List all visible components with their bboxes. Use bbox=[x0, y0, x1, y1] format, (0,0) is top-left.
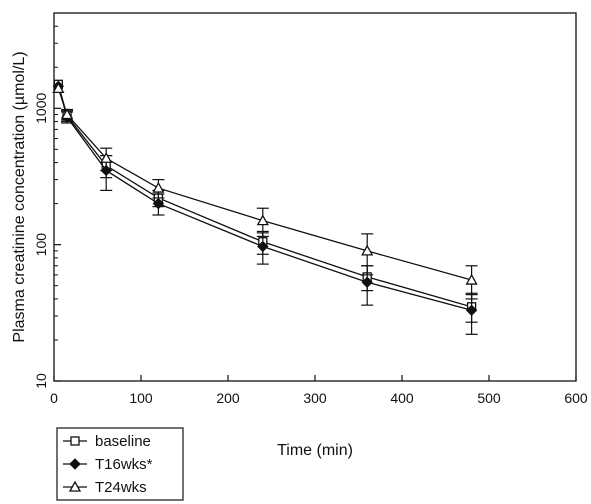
series-line bbox=[57, 86, 472, 311]
data-point bbox=[465, 304, 478, 317]
data-point bbox=[361, 244, 374, 256]
x-tick-label: 600 bbox=[564, 390, 588, 406]
data-point bbox=[256, 214, 269, 226]
legend-label: baseline bbox=[95, 433, 151, 450]
data-point bbox=[465, 273, 478, 285]
axis-ticks: 0 100 200 300 400 500 600 10 100 1000 bbox=[33, 12, 588, 406]
x-tick-label: 300 bbox=[303, 390, 327, 406]
y-tick-label: 1000 bbox=[33, 93, 49, 124]
series-line bbox=[57, 88, 472, 281]
data-point bbox=[361, 276, 373, 288]
x-axis-label: Time (min) bbox=[277, 442, 353, 459]
legend-marker bbox=[70, 436, 80, 446]
data-point bbox=[52, 82, 65, 94]
x-tick-label: 200 bbox=[216, 390, 240, 406]
data-point bbox=[100, 151, 113, 163]
series-line bbox=[57, 84, 472, 308]
x-tick-label: 100 bbox=[129, 390, 153, 406]
series-baseline bbox=[53, 79, 478, 323]
data-point bbox=[257, 240, 269, 253]
x-tick-label: 500 bbox=[477, 390, 501, 406]
data-point bbox=[60, 108, 74, 120]
plot-frame bbox=[53, 12, 577, 382]
legend: baseline T16wks* T24wks bbox=[56, 427, 184, 501]
legend-marker bbox=[69, 458, 81, 470]
x-tick-label: 400 bbox=[390, 390, 414, 406]
legend-marker bbox=[68, 480, 82, 492]
data-point bbox=[152, 197, 165, 210]
legend-label: T24wks bbox=[95, 479, 147, 496]
y-tick-label: 10 bbox=[33, 373, 49, 389]
data-point bbox=[152, 181, 165, 193]
y-tick-label: 100 bbox=[33, 233, 49, 257]
series-layer bbox=[52, 79, 478, 335]
x-tick-label: 0 bbox=[50, 390, 58, 406]
series-t24wks bbox=[52, 82, 478, 300]
legend-label: T16wks* bbox=[95, 456, 153, 473]
y-axis-label: Plasma creatinine concentration (µmol/L) bbox=[11, 51, 28, 342]
